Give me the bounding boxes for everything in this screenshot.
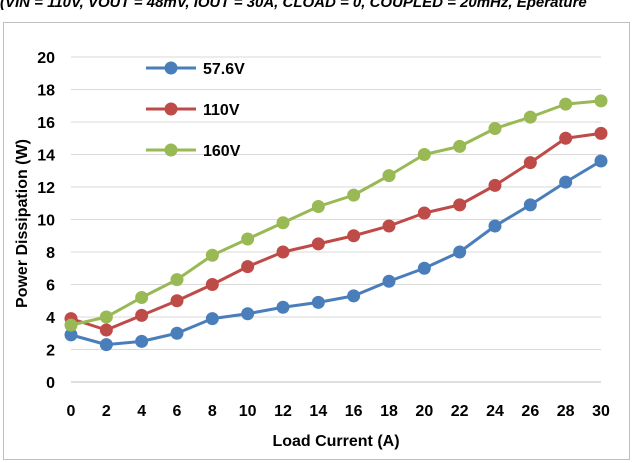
data-point	[453, 198, 467, 212]
y-tick-label: 16	[37, 115, 55, 132]
data-point	[241, 260, 255, 274]
x-tick-label: 26	[521, 403, 539, 420]
data-point	[276, 216, 290, 230]
data-point	[241, 232, 255, 246]
legend: 57.6V 110V 160V	[146, 61, 245, 160]
data-point	[594, 126, 608, 140]
data-point	[99, 338, 113, 352]
y-tick-label: 8	[46, 245, 55, 262]
series-line	[70, 131, 602, 332]
x-tick-label: 10	[239, 403, 257, 420]
x-tick-label: 28	[557, 403, 575, 420]
series-line	[70, 159, 602, 347]
legend-entry: 57.6V	[146, 61, 245, 78]
data-point	[205, 248, 219, 262]
y-tick-label: 12	[37, 180, 55, 197]
y-tick-label: 4	[46, 310, 55, 327]
data-point	[205, 278, 219, 291]
series-line	[70, 99, 602, 327]
legend-swatch-marker	[164, 143, 178, 157]
data-point	[382, 274, 396, 288]
data-point	[276, 245, 290, 259]
data-point	[417, 206, 431, 220]
data-point	[241, 307, 255, 321]
data-point	[347, 229, 361, 243]
data-point	[311, 295, 325, 309]
data-point	[311, 237, 325, 251]
data-point	[99, 323, 113, 337]
data-point	[559, 97, 573, 111]
legend-label: 110V	[203, 102, 240, 119]
gridlines	[71, 56, 601, 350]
data-point	[594, 154, 608, 168]
data-point	[205, 312, 219, 326]
data-point	[311, 200, 325, 213]
y-axis-title: Power Dissipation (W)	[14, 139, 31, 308]
data-point	[523, 198, 537, 212]
x-tick-labels: 0 2 4 6 8 10 12 14 16 18 20 22 24 26 28 30	[67, 403, 610, 420]
x-tick-label: 30	[592, 403, 610, 420]
x-tick-label: 2	[102, 403, 111, 420]
legend-swatch-marker	[164, 102, 178, 116]
y-tick-label: 14	[37, 148, 55, 165]
legend-label: 160V	[203, 143, 241, 160]
x-tick-label: 18	[380, 403, 398, 420]
y-tick-label: 0	[46, 375, 55, 392]
x-tick-label: 16	[345, 403, 363, 420]
x-axis-title: Load Current (A)	[272, 433, 399, 450]
data-point	[347, 289, 361, 303]
data-point	[488, 122, 502, 135]
data-point	[170, 294, 184, 308]
data-point	[559, 175, 573, 189]
data-point	[64, 328, 78, 342]
legend-entry: 110V	[146, 102, 240, 119]
data-point	[64, 318, 78, 332]
data-point	[347, 188, 361, 202]
series-110V	[64, 126, 608, 337]
data-point	[488, 178, 502, 192]
x-tick-label: 20	[415, 403, 433, 420]
data-point	[559, 131, 573, 145]
data-point	[276, 300, 290, 314]
data-point	[382, 169, 396, 183]
data-point	[594, 94, 608, 108]
data-point	[135, 308, 149, 322]
data-point	[135, 334, 149, 348]
x-tick-label: 8	[208, 403, 217, 420]
x-tick-label: 6	[173, 403, 182, 420]
y-tick-label: 6	[46, 278, 55, 295]
data-point	[170, 273, 184, 287]
series-160V	[64, 94, 608, 332]
legend-entry: 160V	[146, 143, 241, 160]
data-point	[453, 245, 467, 259]
x-tick-label: 14	[309, 403, 327, 420]
data-point	[453, 139, 467, 153]
chart-frame	[3, 22, 630, 460]
y-tick-label: 2	[46, 343, 55, 360]
series-lines	[64, 94, 608, 352]
data-point	[523, 156, 537, 170]
data-point	[417, 148, 431, 161]
data-point	[488, 219, 502, 233]
x-tick-label: 0	[67, 403, 76, 420]
y-tick-label: 20	[37, 50, 55, 67]
x-tick-label: 24	[486, 403, 504, 420]
x-tick-label: 12	[274, 403, 292, 420]
data-point	[170, 326, 184, 340]
x-tick-label: 22	[451, 403, 469, 420]
y-tick-label: 18	[37, 83, 55, 100]
y-tick-labels: 0 2 4 6 8 10 12 14 16 18 20	[37, 50, 55, 392]
data-point	[523, 110, 537, 124]
y-tick-label: 10	[37, 213, 55, 230]
data-point	[417, 261, 431, 275]
x-tick-label: 4	[137, 403, 146, 420]
chart-caption: (VIN = 110V, VOUT = 48mV, IOUT = 30A, CL…	[0, 0, 587, 11]
data-point	[135, 291, 149, 304]
legend-swatch-marker	[164, 61, 178, 75]
data-point	[99, 310, 113, 324]
data-point	[382, 219, 396, 233]
series-57.6V	[64, 154, 608, 352]
legend-label: 57.6V	[203, 61, 245, 78]
